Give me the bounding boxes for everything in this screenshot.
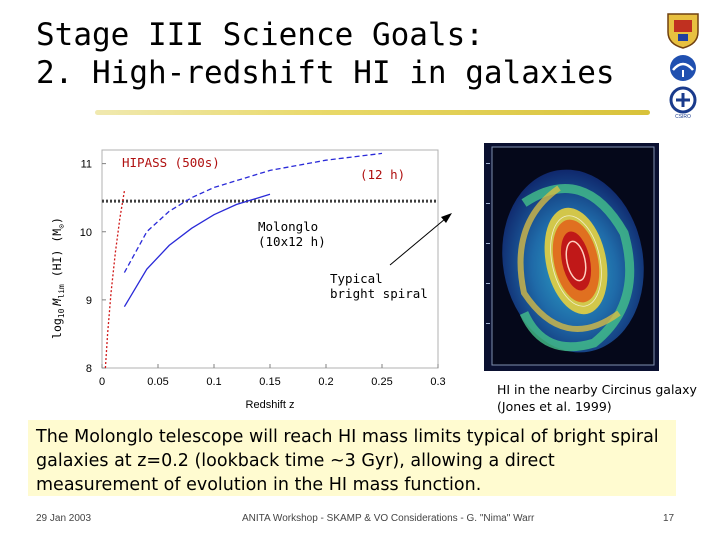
institution-logos: CSIRO [667, 13, 699, 120]
x-tick-label: 0.3 [430, 376, 445, 388]
footer-date: 29 Jan 2003 [36, 513, 92, 524]
csiro-label: CSIRO [675, 114, 691, 120]
hi-mass-limit-chart: 0 0.05 0.1 0.15 0.2 0.25 0.3 8 9 10 11 HIPASS (500… [50, 149, 452, 411]
series-line-molonglo-10x12-h [123, 193, 271, 308]
csiro-logo-icon: CSIRO [669, 86, 697, 120]
y-tick-label: 8 [86, 363, 92, 375]
x-tick-label: 0.1 [206, 376, 221, 388]
chart-annotation-hipass: HIPASS (500s) [122, 155, 220, 170]
series-line-hipass-500s [104, 190, 126, 369]
y-tick-label: 9 [86, 295, 92, 307]
x-tick-label: 0 [99, 376, 105, 388]
slide-title: Stage III Science Goals: 2. High-redshif… [36, 16, 615, 92]
spiral-pointer-arrow [389, 218, 446, 266]
series-line-12-h [123, 152, 383, 273]
title-line-1: Stage III Science Goals: [36, 17, 484, 53]
chart-plot-area [101, 149, 439, 369]
university-crest-icon [667, 13, 699, 49]
y-tick-label: 11 [81, 159, 92, 171]
footer-title: ANITA Workshop - SKAMP & VO Consideratio… [242, 513, 535, 524]
galaxy-caption: HI in the nearby Circinus galaxy (Jones … [497, 382, 697, 414]
title-underline [95, 110, 650, 115]
chart-annotation-12h: (12 h) [360, 167, 405, 182]
chart-y-axis-label: log10Mlim (HI) (M⊙) [50, 217, 66, 339]
radio-dish-logo-icon [670, 55, 696, 81]
spiral-pointer-arrowhead [441, 213, 452, 223]
chart-annotation-molonglo-1: Molonglo [258, 219, 318, 234]
x-tick-label: 0.2 [318, 376, 333, 388]
circinus-galaxy-image [484, 143, 659, 371]
footer-page-number: 17 [663, 513, 675, 524]
chart-annotation-molonglo-2: (10x12 h) [258, 234, 326, 249]
x-tick-label: 0.05 [147, 376, 168, 388]
title-line-2: 2. High-redshift HI in galaxies [36, 55, 615, 91]
chart-annotation-spiral-1: Typical [330, 271, 383, 286]
summary-text-box: The Molonglo telescope will reach HI mas… [28, 420, 676, 496]
chart-annotation-spiral-2: bright spiral [330, 286, 428, 301]
x-tick-label: 0.15 [259, 376, 280, 388]
chart-x-axis-label: Redshift z [246, 399, 295, 411]
y-tick-label: 10 [80, 227, 92, 239]
x-tick-label: 0.25 [371, 376, 392, 388]
